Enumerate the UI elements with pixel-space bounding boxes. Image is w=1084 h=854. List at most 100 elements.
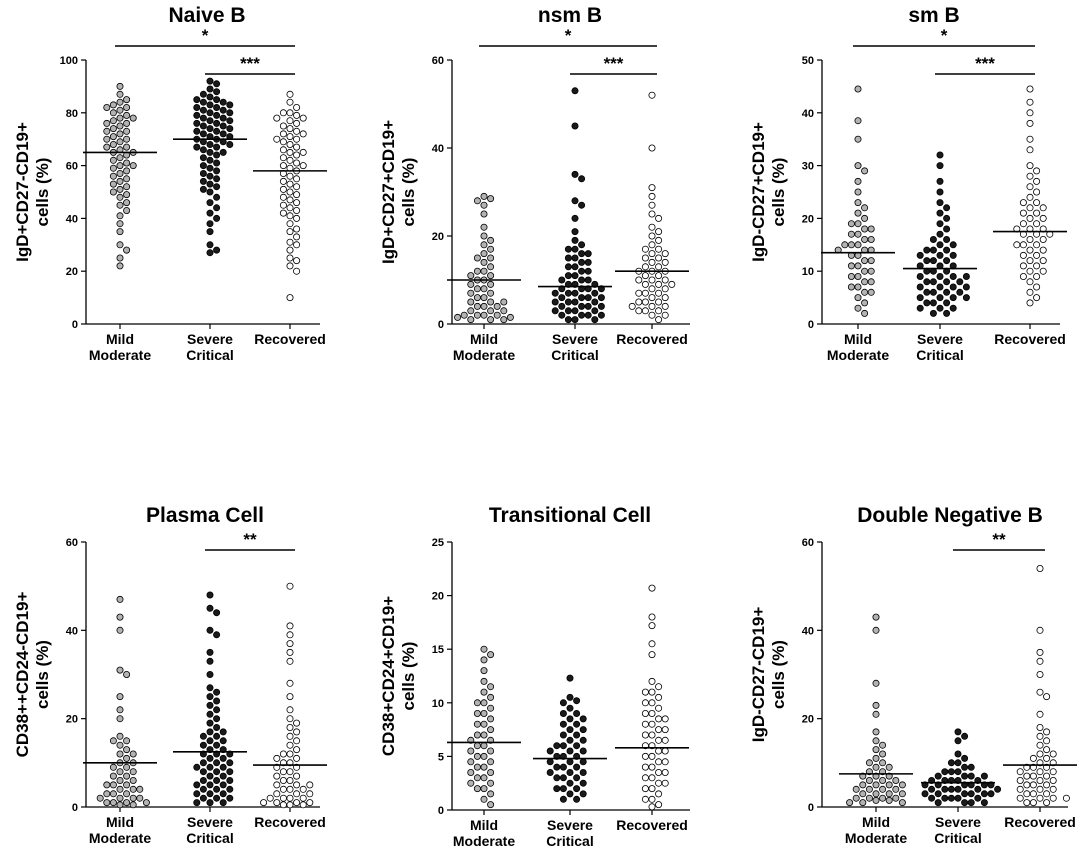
data-point [299,162,307,170]
data-point [961,799,969,807]
data-point [1026,299,1034,307]
data-point [578,201,586,209]
data-point [872,737,880,745]
data-point [473,752,481,760]
data-point [293,781,301,789]
y-tick-label: 40 [432,143,444,155]
data-point [923,246,931,254]
data-point [962,294,970,302]
data-point [1026,162,1034,170]
data-point [213,167,221,175]
data-point [936,272,944,280]
data-point [199,90,207,98]
data-point [1033,294,1041,302]
data-point [934,772,942,780]
data-point [559,795,567,803]
data-point [1019,272,1027,280]
data-point [199,106,207,114]
data-point [487,263,495,271]
data-point [1039,257,1047,265]
data-point [116,122,124,130]
data-point [584,276,592,284]
data-point [1036,768,1044,776]
data-point [648,720,656,728]
data-point [655,236,663,244]
data-point [929,299,937,307]
data-point [480,241,488,249]
data-point [571,307,579,315]
data-point [861,278,869,286]
data-point [199,169,207,177]
data-point [1019,220,1027,228]
data-point [213,741,221,749]
data-point [655,779,663,787]
data-point [467,747,475,755]
data-point [109,156,117,164]
data-point [943,278,951,286]
data-point [655,280,663,288]
data-point [551,298,559,306]
data-point [571,245,579,253]
data-point [219,114,227,122]
x-category-label: Moderate [827,347,889,363]
data-point [206,156,214,164]
data-point [136,785,144,793]
data-point [487,307,495,315]
data-point [1033,188,1041,196]
data-point [1023,790,1031,798]
x-category-label: Critical [551,347,598,363]
data-point [648,752,656,760]
data-point [467,289,475,297]
data-point [579,790,587,798]
data-point [226,101,234,109]
data-point [591,307,599,315]
data-point [480,710,488,718]
data-point [1016,777,1024,785]
data-point [213,151,221,159]
data-point [473,311,481,319]
data-point [199,777,207,785]
data-point [193,763,201,771]
data-point [279,130,287,138]
data-point [943,246,951,254]
data-point [564,272,572,280]
data-point [929,278,937,286]
data-point [206,117,214,125]
data-point [648,803,656,811]
data-point [872,710,880,718]
x-category-label: Severe [552,331,598,347]
data-point [279,209,287,217]
data-point [1033,272,1041,280]
data-point [480,720,488,728]
data-point [1039,204,1047,212]
data-point [854,162,862,170]
data-point [299,801,307,809]
data-point [116,626,124,634]
data-point [487,779,495,787]
data-point [116,169,124,177]
data-point [566,674,574,682]
data-point [116,768,124,776]
data-point [206,626,214,634]
data-point [1036,741,1044,749]
data-point [286,693,294,701]
data-point [206,209,214,217]
data-point [116,82,124,90]
data-point [480,223,488,231]
x-category-label: Severe [935,814,981,830]
data-point [123,167,131,175]
data-point [579,758,587,766]
data-point [286,220,294,228]
data-point [123,175,131,183]
data-point [559,699,567,707]
data-point [293,143,301,151]
data-point [219,148,227,156]
data-point [454,313,462,321]
data-point [929,288,937,296]
data-point [123,671,131,679]
data-point [1026,204,1034,212]
data-point [293,790,301,798]
data-point [116,193,124,201]
data-point [480,267,488,275]
data-point [584,250,592,258]
